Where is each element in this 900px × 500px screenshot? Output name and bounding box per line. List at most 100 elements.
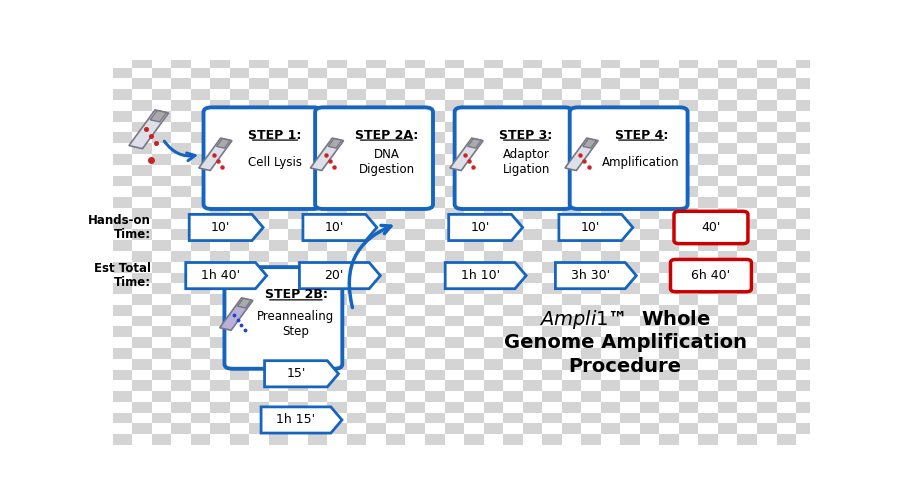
Bar xyxy=(230,68,249,78)
Bar xyxy=(640,305,660,316)
Bar xyxy=(405,68,425,78)
Bar xyxy=(366,57,386,68)
Bar xyxy=(366,348,386,359)
Bar xyxy=(425,164,445,175)
Polygon shape xyxy=(150,110,166,122)
Bar xyxy=(249,316,269,326)
Bar xyxy=(328,218,346,230)
Bar xyxy=(698,132,718,143)
Bar xyxy=(737,122,757,132)
Bar xyxy=(328,176,346,186)
Bar xyxy=(660,100,679,111)
Bar xyxy=(191,197,211,208)
Bar xyxy=(620,100,640,111)
Bar xyxy=(308,402,328,412)
Bar xyxy=(737,57,757,68)
Bar xyxy=(542,111,562,122)
Bar xyxy=(425,100,445,111)
Bar xyxy=(269,164,288,175)
Bar xyxy=(601,197,620,208)
Bar xyxy=(269,132,288,143)
Text: Adaptor
Ligation: Adaptor Ligation xyxy=(502,148,550,176)
Bar xyxy=(405,348,425,359)
Bar xyxy=(366,326,386,337)
Bar xyxy=(483,337,503,348)
Bar xyxy=(660,284,679,294)
Bar xyxy=(405,370,425,380)
Bar xyxy=(698,186,718,197)
Bar xyxy=(796,68,815,78)
Bar xyxy=(132,111,151,122)
Bar xyxy=(366,132,386,143)
Bar xyxy=(835,68,855,78)
Bar xyxy=(366,208,386,218)
Bar xyxy=(737,380,757,391)
Bar xyxy=(562,186,581,197)
Bar xyxy=(737,164,757,175)
Bar xyxy=(796,262,815,272)
Bar xyxy=(796,434,815,445)
Bar xyxy=(445,36,464,46)
Bar xyxy=(464,46,483,57)
Bar xyxy=(269,272,288,283)
Bar xyxy=(425,316,445,326)
Bar xyxy=(777,305,797,316)
Bar xyxy=(191,412,211,424)
Bar xyxy=(405,337,425,348)
Bar xyxy=(679,412,698,424)
Bar xyxy=(405,111,425,122)
Bar xyxy=(815,100,835,111)
Bar xyxy=(835,272,855,283)
Bar xyxy=(620,434,640,445)
Bar xyxy=(191,57,211,68)
Bar xyxy=(796,272,815,283)
Bar xyxy=(815,46,835,57)
Bar xyxy=(562,251,581,262)
Bar xyxy=(249,434,269,445)
Bar xyxy=(581,424,601,434)
Bar xyxy=(835,197,855,208)
Bar xyxy=(464,305,483,316)
Bar xyxy=(230,132,249,143)
Bar xyxy=(328,262,346,272)
Bar xyxy=(698,78,718,90)
Text: DNA
Digestion: DNA Digestion xyxy=(358,148,415,176)
Bar xyxy=(211,57,230,68)
Bar xyxy=(523,316,542,326)
Bar xyxy=(483,90,503,100)
Bar xyxy=(151,78,171,90)
Bar xyxy=(523,78,542,90)
Bar xyxy=(601,78,620,90)
Bar xyxy=(328,316,346,326)
Bar xyxy=(581,36,601,46)
Bar xyxy=(562,36,581,46)
Bar xyxy=(523,284,542,294)
Bar xyxy=(445,272,464,283)
Bar xyxy=(581,434,601,445)
Bar xyxy=(737,348,757,359)
Text: STEP 2B:: STEP 2B: xyxy=(265,288,328,302)
Bar xyxy=(562,424,581,434)
Bar xyxy=(151,100,171,111)
Bar xyxy=(171,57,191,68)
Bar xyxy=(640,337,660,348)
Bar xyxy=(660,370,679,380)
Bar xyxy=(405,402,425,412)
Polygon shape xyxy=(450,138,483,170)
Bar xyxy=(425,402,445,412)
Bar xyxy=(308,143,328,154)
Bar xyxy=(269,402,288,412)
Bar xyxy=(112,326,132,337)
Bar xyxy=(191,251,211,262)
FancyBboxPatch shape xyxy=(454,108,572,209)
Bar xyxy=(328,272,346,283)
Bar xyxy=(601,348,620,359)
Bar xyxy=(562,218,581,230)
Bar xyxy=(425,412,445,424)
Text: Genome Amplification: Genome Amplification xyxy=(504,334,747,352)
Bar xyxy=(503,100,523,111)
Bar xyxy=(737,186,757,197)
Bar xyxy=(679,78,698,90)
Bar xyxy=(171,111,191,122)
Bar xyxy=(288,359,308,370)
